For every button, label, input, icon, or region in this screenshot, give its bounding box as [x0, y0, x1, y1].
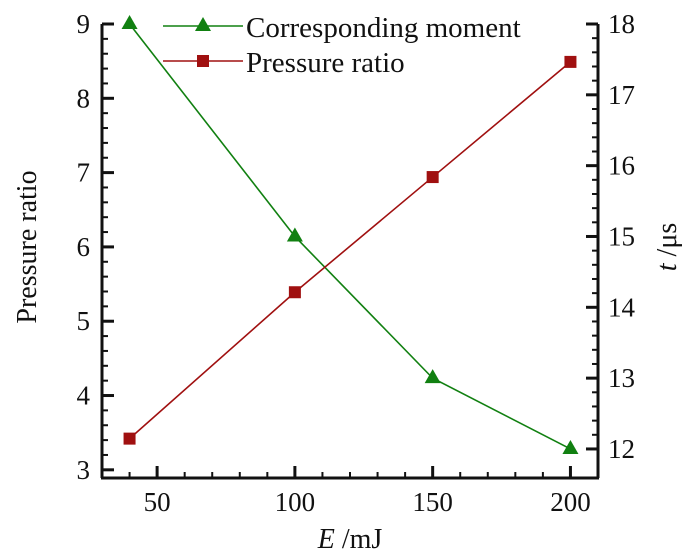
data-point-square — [426, 171, 439, 184]
y-left-tick-label: 3 — [77, 455, 91, 485]
y-left-tick-label: 9 — [77, 9, 91, 39]
y-left-tick-label: 8 — [77, 83, 91, 113]
x-tick-label: 150 — [412, 487, 453, 517]
x-tick-label: 50 — [144, 487, 171, 517]
y-axis-left-label: Pressure ratio — [12, 170, 43, 323]
y-right-tick-label: 14 — [608, 292, 636, 322]
legend-square-marker — [197, 55, 209, 67]
y-right-tick-label: 18 — [608, 9, 635, 39]
y-axis-right-unit: /μs — [652, 223, 683, 264]
data-point-square — [288, 286, 301, 299]
legend-label-moment: Corresponding moment — [246, 12, 521, 44]
y-left-tick-label: 5 — [77, 306, 91, 336]
y-left-tick-label: 4 — [77, 381, 91, 411]
x-axis-label: E /mJ — [317, 524, 383, 555]
series-line-pressure — [129, 61, 571, 440]
x-tick-label: 100 — [275, 487, 316, 517]
legend-triangle-marker — [195, 17, 211, 31]
y-axis-right-var: t — [652, 262, 683, 271]
series — [121, 15, 579, 454]
data-point-square — [123, 432, 136, 445]
legend: Corresponding moment Pressure ratio — [163, 12, 521, 79]
ticks: 3 4 5 6 7 8 9 12 13 14 15 16 17 18 50 100 150 200 — [77, 9, 636, 517]
data-point-triangle — [424, 369, 441, 384]
y-axis-right-label: t /μs — [652, 223, 683, 271]
y-right-tick-label: 17 — [608, 80, 635, 110]
y-left-tick-label: 6 — [77, 232, 91, 262]
x-axis-unit: /mJ — [335, 524, 383, 555]
y-right-tick-label: 15 — [608, 221, 635, 251]
y-right-tick-label: 12 — [608, 434, 635, 464]
data-point-triangle — [286, 227, 303, 242]
data-point-triangle — [121, 15, 138, 29]
series-line-moment — [128, 23, 571, 450]
data-point-triangle — [562, 439, 579, 454]
x-tick-label: 200 — [550, 487, 591, 517]
data-point-square — [564, 55, 577, 68]
axes — [100, 24, 600, 480]
y-right-tick-label: 16 — [608, 151, 635, 181]
y-left-tick-label: 7 — [77, 158, 91, 188]
y-right-tick-label: 13 — [608, 363, 635, 393]
x-axis-var: E — [317, 524, 335, 555]
legend-label-pressure: Pressure ratio — [246, 47, 405, 79]
